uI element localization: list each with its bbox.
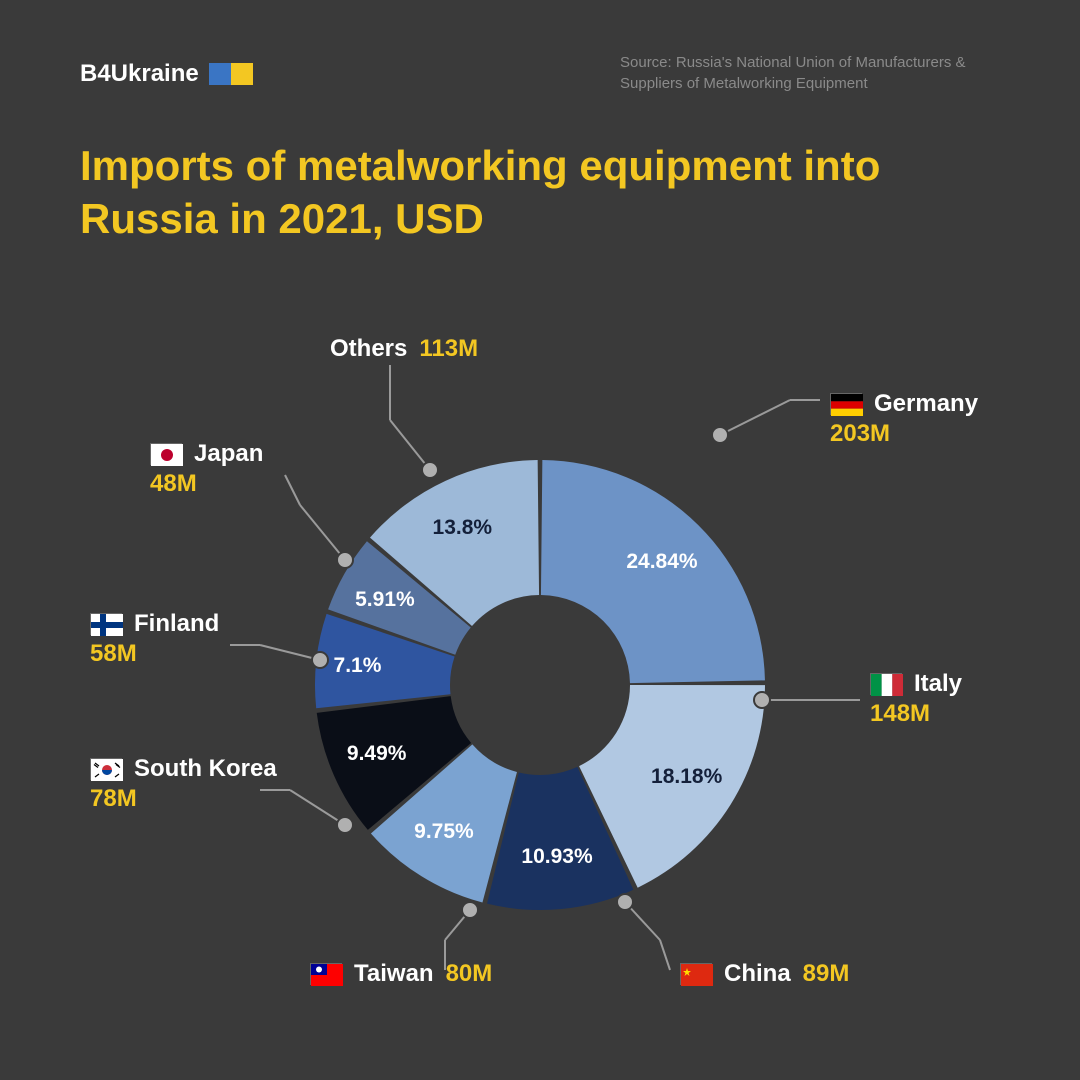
value-label: 148M [870,700,930,728]
value-label: 89M [803,960,850,988]
value-label: 80M [446,960,493,988]
pct-label-japan: 5.91% [355,588,415,612]
logo-flag-icon [209,63,253,85]
callout-china: China 89M [680,960,849,988]
callout-finland: Finland58M [90,610,219,668]
japan-flag-icon [150,443,182,465]
logo-text: B4Ukraine [80,60,199,88]
pct-label-germany: 24.84% [626,550,697,574]
callout-taiwan: Taiwan 80M [310,960,492,988]
callout-germany: Germany203M [830,390,978,448]
callout-italy: Italy148M [870,670,962,728]
finland-flag-icon [90,613,122,635]
china-flag-icon [680,963,712,985]
callout-skorea: South Korea78M [90,755,277,813]
callout-others: Others 113M [330,335,478,363]
value-label: 78M [90,785,137,813]
country-label: Taiwan [354,960,434,988]
country-label: Germany [874,390,978,418]
value-label: 58M [90,640,137,668]
pct-label-china: 10.93% [521,845,592,869]
flag-yellow [231,63,253,85]
pct-label-others: 13.8% [433,516,493,540]
flag-blue [209,63,231,85]
country-label: South Korea [134,755,277,783]
skorea-flag-icon [90,758,122,780]
pct-label-italy: 18.18% [651,765,722,789]
country-label: Others [330,335,407,363]
country-label: Japan [194,440,263,468]
italy-flag-icon [870,673,902,695]
callout-japan: Japan48M [150,440,263,498]
chart-title: Imports of metalworking equipment into R… [80,140,980,245]
country-label: Finland [134,610,219,638]
germany-flag-icon [830,393,862,415]
donut-chart: 24.84% 18.18% 10.93% 9.75% 9.49% 7.1% 5.91% 13.… [0,290,1080,1080]
value-label: 48M [150,470,197,498]
pct-label-finland: 7.1% [334,654,382,678]
value-label: 113M [419,335,478,363]
value-label: 203M [830,420,890,448]
pct-label-skorea: 9.49% [347,742,407,766]
pct-label-taiwan: 9.75% [414,820,474,844]
country-label: Italy [914,670,962,698]
taiwan-flag-icon [310,963,342,985]
country-label: China [724,960,791,988]
source-text: Source: Russia's National Union of Manuf… [620,52,1000,94]
